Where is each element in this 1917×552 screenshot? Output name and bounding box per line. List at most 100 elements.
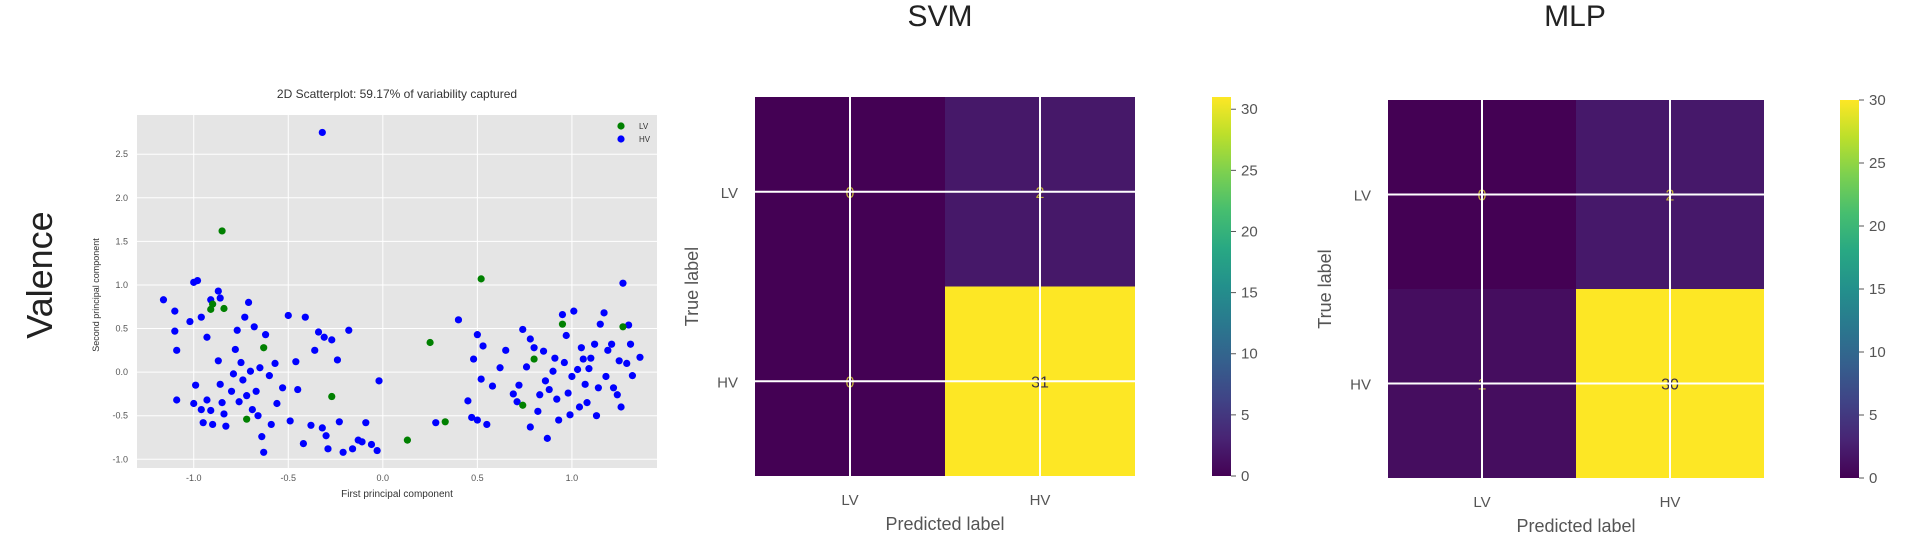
scatter-point [367, 440, 376, 449]
scatter-point [469, 355, 478, 363]
scatter-point [265, 372, 273, 380]
scatter-point [246, 367, 255, 375]
scatter-point [515, 381, 523, 389]
cm-colorbar [1840, 100, 1859, 478]
legend-label: LV [639, 122, 649, 131]
scatter-ticks: -1.0 -0.5 0.0 0.5 1.0 -1.0 -0.5 0.0 0.5 1.0 1.5 2.0… [112, 149, 578, 483]
cm-ylabel: True label [1315, 249, 1335, 328]
cm-xtick-label: HV [1660, 494, 1681, 511]
scatter-point [235, 398, 243, 406]
scatter-point [432, 419, 440, 427]
cm-colorbar-tick-label: 10 [1241, 346, 1258, 363]
scatter-point [220, 304, 228, 313]
scatter-point [328, 392, 336, 401]
scatter-xtick-label: 0.0 [377, 473, 390, 483]
scatter-point [604, 346, 612, 354]
scatter-point [233, 326, 241, 334]
scatter-point [199, 419, 207, 427]
scatter-point [581, 380, 589, 388]
cm-colorbar-tick-label: 20 [1869, 218, 1886, 235]
scatter-point [348, 445, 357, 453]
scatter-point [473, 416, 481, 424]
scatter-plot: 2D Scatterplot: 59.17% of variability ca… [91, 87, 657, 500]
scatter-point [522, 363, 531, 371]
scatter-point [488, 382, 497, 390]
scatter-point [252, 387, 260, 395]
cm-xlabel: Predicted label [885, 514, 1004, 534]
scatter-point [573, 365, 582, 374]
scatter-point [373, 446, 381, 455]
scatter-point [318, 128, 326, 137]
scatter-point [250, 323, 258, 331]
scatter-point [307, 421, 315, 429]
scatter-point [464, 397, 472, 405]
scatter-point [615, 357, 623, 365]
scatter-xtick-label: -1.0 [186, 473, 202, 483]
scatter-point [244, 298, 253, 306]
scatter-point [339, 448, 347, 456]
scatter-point [299, 439, 307, 448]
scatter-point [294, 385, 302, 394]
scatter-point [260, 344, 268, 352]
scatter-xtick-label: 1.0 [566, 473, 579, 483]
scatter-point [483, 420, 491, 429]
scatter-plot-area [137, 115, 657, 468]
scatter-point [220, 410, 228, 418]
legend-label: HV [639, 135, 651, 144]
scatter-point [568, 372, 576, 381]
scatter-point [454, 316, 463, 324]
scatter-point [197, 313, 205, 321]
scatter-point [592, 412, 601, 420]
cm-xtick-label: LV [841, 492, 858, 509]
scatter-xtick-label: -0.5 [281, 473, 297, 483]
scatter-point [530, 355, 538, 363]
scatter-point [171, 307, 179, 315]
scatter-point [286, 417, 294, 425]
scatter-xtick-label: 0.5 [471, 473, 484, 483]
scatter-point [267, 420, 275, 429]
scatter-point [248, 406, 256, 414]
scatter-point [209, 420, 217, 429]
scatter-point [193, 277, 202, 285]
scatter-point [577, 344, 585, 352]
scatter-point [575, 403, 584, 411]
cm-xtick-label: HV [1030, 492, 1051, 509]
scatter-point [553, 395, 561, 403]
scatter-point [173, 346, 181, 354]
scatter-point [216, 380, 224, 388]
cm-xtick-label: LV [1473, 494, 1490, 511]
scatter-point [594, 384, 602, 392]
cm-colorbar-tick-label: 0 [1869, 470, 1877, 487]
scatter-point [256, 364, 264, 372]
scatter-series-hv [159, 128, 644, 456]
legend-marker [617, 122, 625, 130]
scatter-point [477, 375, 485, 383]
scatter-point [173, 396, 181, 404]
scatter-point [227, 387, 236, 395]
scatter-point [375, 377, 383, 385]
scatter-point [214, 357, 222, 365]
scatter-point [279, 384, 287, 392]
scatter-point [613, 391, 621, 399]
scatter-point [541, 377, 550, 385]
cm-colorbar-tick-label: 5 [1869, 407, 1877, 424]
scatter-point [564, 389, 572, 397]
scatter-point [207, 406, 215, 415]
cm-colorbar-tick-label: 5 [1241, 407, 1249, 424]
cm-colorbar [1212, 97, 1231, 476]
scatter-point [426, 338, 434, 347]
scatter-point [186, 317, 194, 326]
scatter-point [496, 364, 504, 372]
scatter-point [509, 390, 517, 398]
scatter-point [585, 365, 593, 373]
cm-colorbar-tick-label: 15 [1241, 285, 1258, 302]
scatter-point [222, 422, 230, 430]
scatter-point [362, 419, 370, 427]
scatter-title: 2D Scatterplot: 59.17% of variability ca… [277, 87, 517, 101]
scatter-point [261, 331, 270, 339]
scatter-point [314, 328, 323, 336]
legend-marker [617, 135, 625, 143]
scatter-point [229, 370, 238, 378]
scatter-point [566, 411, 574, 419]
